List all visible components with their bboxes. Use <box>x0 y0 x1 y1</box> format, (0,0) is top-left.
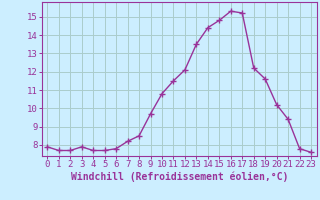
X-axis label: Windchill (Refroidissement éolien,°C): Windchill (Refroidissement éolien,°C) <box>70 172 288 182</box>
